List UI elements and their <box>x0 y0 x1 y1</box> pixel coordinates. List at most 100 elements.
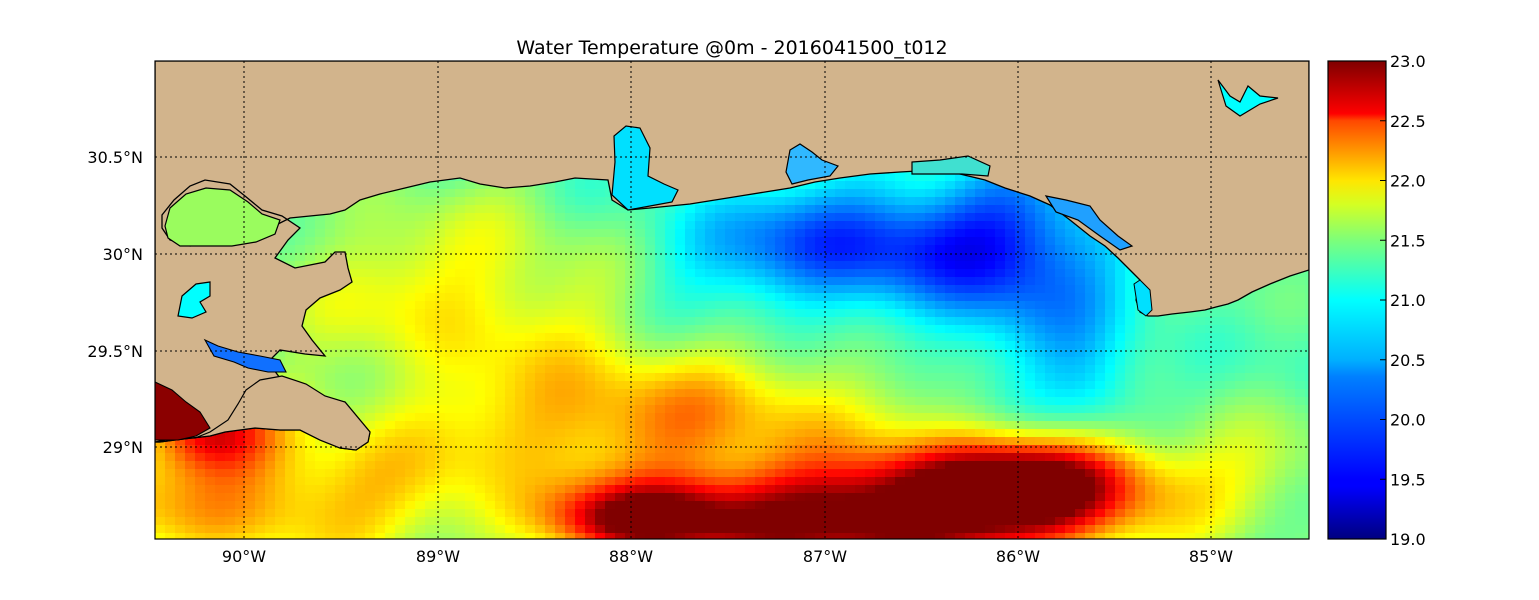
temperature-cell <box>725 341 736 350</box>
temperature-cell <box>385 357 396 366</box>
temperature-cell <box>845 269 856 278</box>
temperature-cell <box>575 181 586 190</box>
temperature-cell <box>865 213 876 222</box>
temperature-cell <box>765 261 776 270</box>
temperature-cell <box>665 213 676 222</box>
temperature-cell <box>595 189 606 198</box>
temperature-cell <box>455 285 466 294</box>
temperature-cell <box>725 301 736 310</box>
temperature-cell <box>355 229 366 238</box>
temperature-cell <box>715 381 726 390</box>
temperature-cell <box>1205 317 1216 326</box>
temperature-cell <box>825 221 836 230</box>
temperature-cell <box>625 381 636 390</box>
temperature-cell <box>365 389 376 398</box>
temperature-cell <box>805 349 816 358</box>
temperature-cell <box>925 325 936 334</box>
temperature-cell <box>635 333 646 342</box>
temperature-cell <box>625 397 636 406</box>
temperature-cell <box>775 277 786 286</box>
temperature-cell <box>925 269 936 278</box>
temperature-cell <box>995 301 1006 310</box>
temperature-cell <box>565 389 576 398</box>
temperature-cell <box>1005 213 1016 222</box>
temperature-cell <box>535 245 546 254</box>
temperature-cell <box>845 373 856 382</box>
temperature-cell <box>775 205 786 214</box>
temperature-cell <box>795 245 806 254</box>
temperature-cell <box>555 365 566 374</box>
temperature-cell <box>705 301 716 310</box>
temperature-cell <box>865 173 876 182</box>
temperature-cell <box>555 397 566 406</box>
temperature-cell <box>515 301 526 310</box>
temperature-cell <box>535 357 546 366</box>
temperature-cell <box>555 285 566 294</box>
temperature-cell <box>865 269 876 278</box>
temperature-cell <box>535 365 546 374</box>
temperature-cell <box>505 253 516 262</box>
temperature-cell <box>935 245 946 254</box>
temperature-cell <box>695 237 706 246</box>
temperature-cell <box>915 277 926 286</box>
temperature-cell <box>895 381 906 390</box>
temperature-cell <box>475 365 486 374</box>
temperature-cell <box>915 253 926 262</box>
temperature-cell <box>775 253 786 262</box>
temperature-cell <box>705 293 716 302</box>
temperature-cell <box>1075 269 1086 278</box>
temperature-cell <box>605 381 616 390</box>
temperature-cell <box>1195 357 1206 366</box>
temperature-cell <box>995 381 1006 390</box>
temperature-cell <box>385 349 396 358</box>
temperature-cell <box>625 237 636 246</box>
temperature-cell <box>625 325 636 334</box>
temperature-cell <box>905 189 916 198</box>
temperature-cell <box>1025 253 1036 262</box>
temperature-cell <box>955 293 966 302</box>
temperature-cell <box>1295 301 1306 310</box>
temperature-cell <box>735 253 746 262</box>
temperature-cell <box>745 309 756 318</box>
temperature-cell <box>985 197 996 206</box>
temperature-cell <box>485 397 496 406</box>
temperature-cell <box>865 317 876 326</box>
temperature-cell <box>745 285 756 294</box>
temperature-cell <box>915 333 926 342</box>
temperature-cell <box>315 357 326 366</box>
temperature-cell <box>695 333 706 342</box>
temperature-cell <box>605 261 616 270</box>
temperature-cell <box>1085 341 1096 350</box>
temperature-cell <box>805 205 816 214</box>
temperature-cell <box>415 189 426 198</box>
temperature-cell <box>665 357 676 366</box>
temperature-cell <box>1115 325 1126 334</box>
temperature-cell <box>345 389 356 398</box>
temperature-cell <box>875 341 886 350</box>
temperature-cell <box>485 381 496 390</box>
temperature-cell <box>825 285 836 294</box>
temperature-cell <box>735 389 746 398</box>
temperature-cell <box>585 325 596 334</box>
temperature-cell <box>535 333 546 342</box>
temperature-cell <box>485 357 496 366</box>
temperature-cell <box>765 389 776 398</box>
temperature-cell <box>1075 277 1086 286</box>
temperature-cell <box>1125 397 1136 406</box>
temperature-cell <box>475 205 486 214</box>
temperature-cell <box>675 389 686 398</box>
temperature-cell <box>1125 357 1136 366</box>
temperature-cell <box>955 213 966 222</box>
temperature-cell <box>755 277 766 286</box>
temperature-cell <box>725 245 736 254</box>
temperature-cell <box>385 389 396 398</box>
temperature-cell <box>1025 309 1036 318</box>
temperature-cell <box>755 365 766 374</box>
temperature-cell <box>735 229 746 238</box>
temperature-cell <box>625 341 636 350</box>
temperature-cell <box>995 293 1006 302</box>
temperature-cell <box>975 325 986 334</box>
temperature-cell <box>745 245 756 254</box>
temperature-cell <box>745 317 756 326</box>
temperature-cell <box>465 269 476 278</box>
